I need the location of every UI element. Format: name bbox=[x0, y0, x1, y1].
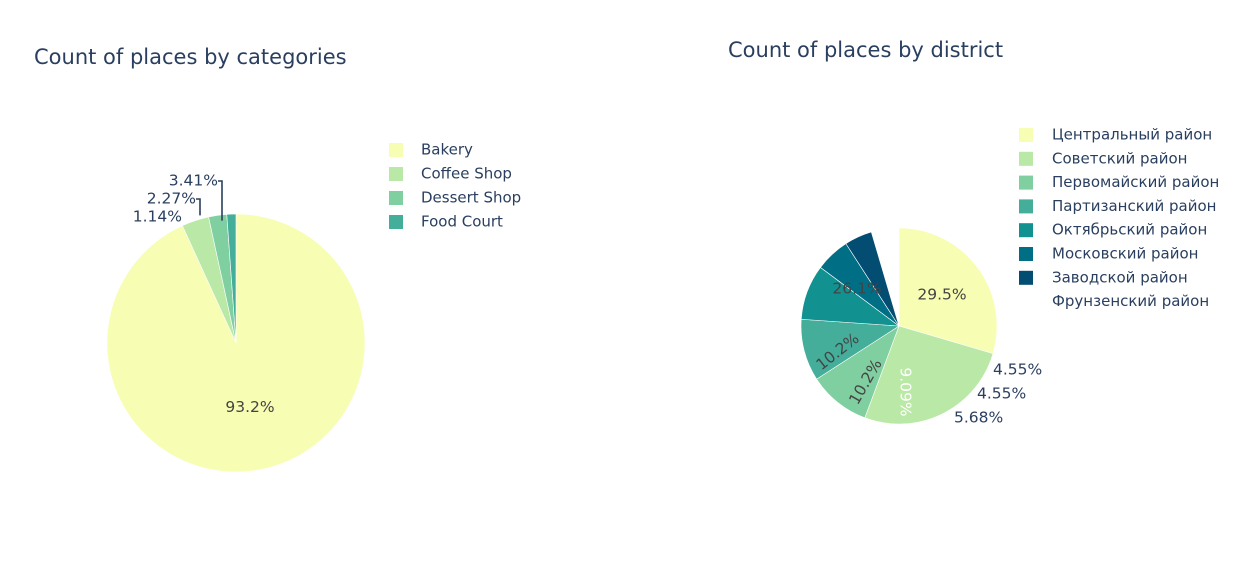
legend-item-label[interactable]: Октябрьский район bbox=[1052, 221, 1207, 239]
pie-slice-1[interactable] bbox=[864, 325, 994, 425]
legend-swatch[interactable] bbox=[1019, 247, 1033, 261]
legend-swatch[interactable] bbox=[389, 215, 403, 229]
pie-slice-0[interactable] bbox=[898, 227, 998, 354]
slice-label: 9.09% bbox=[897, 367, 915, 416]
chart-title-district: Count of places by district bbox=[728, 38, 1003, 62]
slice-label: 93.2% bbox=[225, 398, 274, 416]
slice-label-outside: 2.27% bbox=[147, 190, 196, 208]
legend-item-label[interactable]: Первомайский район bbox=[1052, 173, 1219, 191]
slice-label-outside: 1.14% bbox=[133, 208, 182, 226]
legend-swatch[interactable] bbox=[1019, 151, 1033, 166]
chart-title-categories: Count of places by categories bbox=[34, 45, 347, 69]
legend-swatch[interactable] bbox=[1019, 175, 1033, 190]
leader-line bbox=[196, 198, 201, 216]
pie-district: 29.5%26.1%10.2%10.2% 9.09%5.68%4.55%4.55% bbox=[800, 216, 1042, 427]
legend-item-label[interactable]: Фрунзенский район bbox=[1052, 292, 1209, 310]
legend-swatch[interactable] bbox=[1019, 270, 1033, 285]
slice-label: 4.55% bbox=[977, 385, 1026, 403]
pie-categories: 93.2% 3.41%2.27%1.14% bbox=[106, 172, 366, 473]
slice-label: 29.5% bbox=[917, 286, 966, 304]
slice-label: 4.55% bbox=[993, 361, 1042, 379]
leader-line bbox=[218, 180, 223, 221]
legend-district: Центральный район Советский район Первомай… bbox=[1019, 126, 1219, 310]
legend-item-label[interactable]: Bakery bbox=[421, 141, 473, 159]
legend-swatch[interactable] bbox=[1019, 199, 1033, 214]
legend-item-label[interactable]: Советский район bbox=[1052, 149, 1187, 167]
slice-label: 26.1% bbox=[832, 280, 881, 298]
slice-label: 5.68% bbox=[954, 409, 1003, 427]
legend-item-label[interactable]: Coffee Shop bbox=[421, 165, 512, 183]
pie-slice-6[interactable] bbox=[845, 231, 900, 327]
legend-swatch[interactable] bbox=[1019, 128, 1033, 142]
pie-slice-food-court[interactable] bbox=[226, 213, 237, 344]
legend-swatch[interactable] bbox=[1019, 294, 1033, 309]
legend-item-label[interactable]: Food Court bbox=[421, 213, 503, 231]
legend-categories: Bakery Coffee Shop Dessert Shop Food Court bbox=[389, 141, 521, 231]
legend-swatch[interactable] bbox=[389, 143, 403, 157]
legend-item-label[interactable]: Dessert Shop bbox=[421, 189, 521, 207]
pie-slice-7[interactable] bbox=[869, 216, 898, 315]
legend-item-label[interactable]: Центральный район bbox=[1052, 126, 1212, 144]
legend-swatch[interactable] bbox=[389, 167, 403, 181]
slice-label-outside: 3.41% bbox=[169, 172, 218, 190]
legend-item-label[interactable]: Заводской район bbox=[1052, 268, 1188, 286]
legend-item-label[interactable]: Партизанский район bbox=[1052, 197, 1216, 215]
legend-swatch[interactable] bbox=[1019, 223, 1033, 238]
legend-swatch[interactable] bbox=[389, 191, 403, 205]
legend-item-label[interactable]: Московский район bbox=[1052, 245, 1198, 263]
